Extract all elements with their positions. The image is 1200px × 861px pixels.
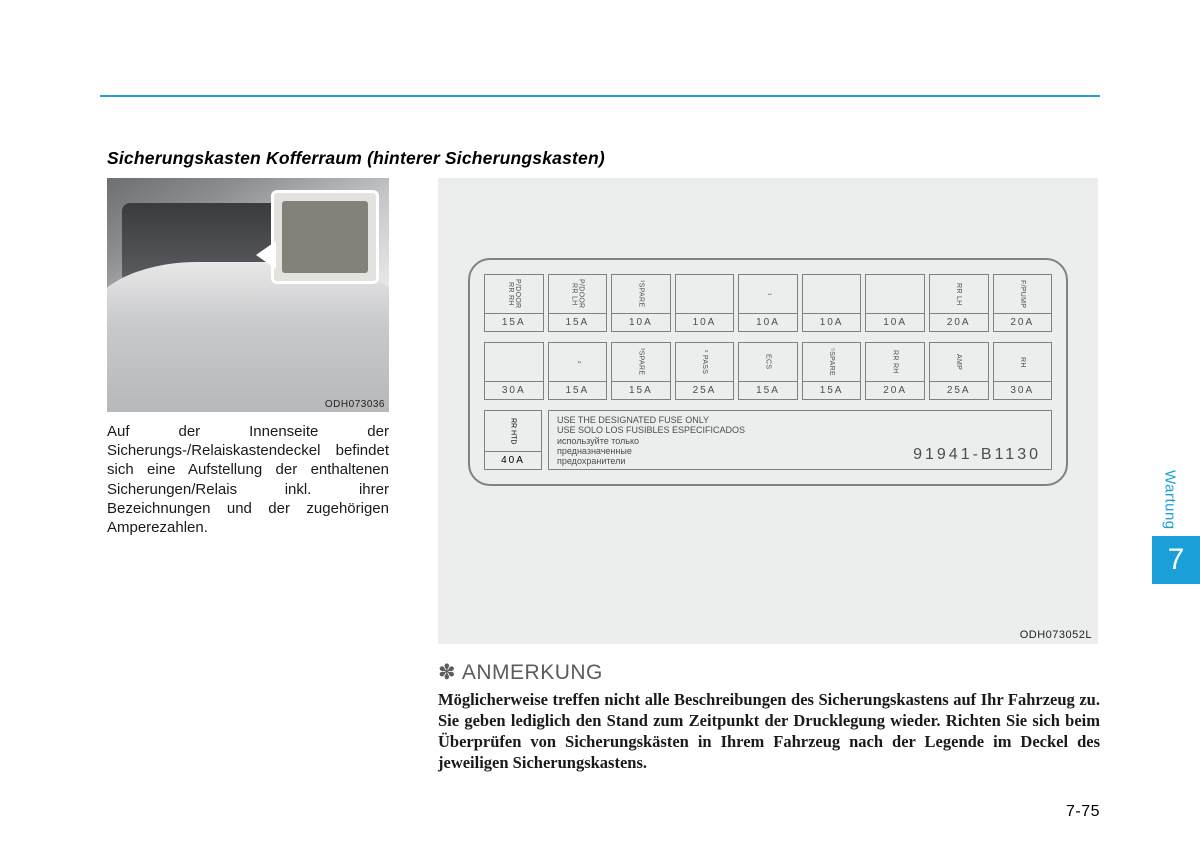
diagram-code: ODH073052L — [1020, 629, 1092, 641]
part-number: 91941-B1130 — [913, 446, 1041, 464]
page-number: 7-75 — [1066, 803, 1100, 821]
note-block: ✽ ANMERKUNG Möglicherweise treffen nicht… — [438, 660, 1100, 773]
fuse-box-outline: P/DOOR RR RH15AP/DOOR RR LH15A¹SPARE10A1… — [468, 258, 1068, 486]
fuse-row-2: 30A²15A³SPARE15A² PASS25AECS15A⁵SPARE15A… — [484, 342, 1052, 400]
fuse-cell: RH30A — [993, 342, 1053, 400]
fuse-warning-text: USE THE DESIGNATED FUSE ONLYUSE SOLO LOS… — [548, 410, 1052, 470]
fuse-cell: 10A — [802, 274, 862, 332]
fuse-cell: 10A — [675, 274, 735, 332]
trunk-photo: ODH073036 — [107, 178, 389, 412]
note-heading: ✽ ANMERKUNG — [438, 660, 1100, 685]
fuse-cell: F/PUMP20A — [993, 274, 1053, 332]
chapter-badge: 7 — [1152, 536, 1200, 584]
fuse-row-1: P/DOOR RR RH15AP/DOOR RR LH15A¹SPARE10A1… — [484, 274, 1052, 332]
fuse-cell: ⁵SPARE15A — [802, 342, 862, 400]
fuse-cell: ECS15A — [738, 342, 798, 400]
side-tab: Wartung 7 — [1140, 470, 1200, 584]
note-body: Möglicherweise treffen nicht alle Beschr… — [438, 689, 1100, 773]
header-rule — [100, 95, 1100, 97]
photo-code: ODH073036 — [325, 399, 385, 410]
fuse-diagram-panel: P/DOOR RR RH15AP/DOOR RR LH15A¹SPARE10A1… — [438, 178, 1098, 644]
trunk-caption: Auf der Innenseite der Sicherungs-/Relai… — [107, 422, 389, 537]
fuse-cell: ³SPARE15A — [611, 342, 671, 400]
fuse-cell: 10A — [865, 274, 925, 332]
fuse-cell: ¹10A — [738, 274, 798, 332]
fuse-cell: 30A — [484, 342, 544, 400]
fuse-cell: ² PASS25A — [675, 342, 735, 400]
fuse-cell: ²15A — [548, 342, 608, 400]
section-title: Sicherungskasten Kofferraum (hinterer Si… — [107, 148, 605, 169]
fuse-cell-big: RR HTD 40A — [484, 410, 542, 470]
fuse-cell: RR RH20A — [865, 342, 925, 400]
fuse-cell: P/DOOR RR RH15A — [484, 274, 544, 332]
fuse-warning-row: RR HTD 40A USE THE DESIGNATED FUSE ONLYU… — [484, 410, 1052, 470]
fuse-cell: RR LH20A — [929, 274, 989, 332]
fuse-cell: P/DOOR RR LH15A — [548, 274, 608, 332]
fuse-cell: AMP25A — [929, 342, 989, 400]
fuse-cell: ¹SPARE10A — [611, 274, 671, 332]
side-tab-label: Wartung — [1162, 470, 1179, 530]
